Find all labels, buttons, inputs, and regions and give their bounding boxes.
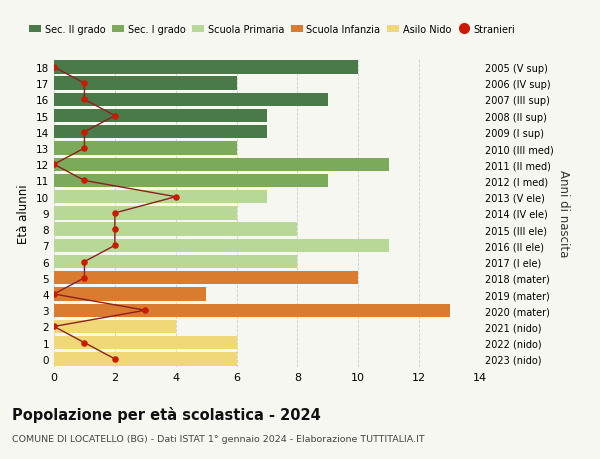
Point bbox=[80, 177, 89, 185]
Bar bbox=[54, 207, 236, 220]
Bar bbox=[54, 288, 206, 301]
Point bbox=[110, 226, 119, 233]
Point bbox=[80, 339, 89, 347]
Point bbox=[140, 307, 150, 314]
Bar bbox=[54, 255, 298, 269]
Bar bbox=[54, 174, 328, 188]
Point bbox=[80, 258, 89, 266]
Point bbox=[110, 112, 119, 120]
Bar bbox=[54, 61, 358, 74]
Bar bbox=[54, 223, 298, 236]
Point bbox=[49, 161, 59, 168]
Point bbox=[110, 210, 119, 217]
Bar bbox=[54, 158, 389, 172]
Text: COMUNE DI LOCATELLO (BG) - Dati ISTAT 1° gennaio 2024 - Elaborazione TUTTITALIA.: COMUNE DI LOCATELLO (BG) - Dati ISTAT 1°… bbox=[12, 434, 425, 443]
Bar bbox=[54, 142, 236, 155]
Bar bbox=[54, 353, 236, 366]
Text: Popolazione per età scolastica - 2024: Popolazione per età scolastica - 2024 bbox=[12, 406, 321, 422]
Bar bbox=[54, 126, 267, 139]
Point bbox=[80, 129, 89, 136]
Point bbox=[110, 242, 119, 250]
Point bbox=[80, 145, 89, 152]
Bar bbox=[54, 304, 449, 317]
Point bbox=[110, 355, 119, 363]
Bar bbox=[54, 94, 328, 107]
Point bbox=[80, 96, 89, 104]
Point bbox=[49, 291, 59, 298]
Y-axis label: Età alunni: Età alunni bbox=[17, 184, 31, 243]
Bar bbox=[54, 336, 236, 350]
Bar bbox=[54, 239, 389, 252]
Bar bbox=[54, 110, 267, 123]
Bar bbox=[54, 77, 236, 90]
Point bbox=[80, 274, 89, 282]
Point bbox=[171, 194, 181, 201]
Legend: Sec. II grado, Sec. I grado, Scuola Primaria, Scuola Infanzia, Asilo Nido, Stran: Sec. II grado, Sec. I grado, Scuola Prim… bbox=[29, 24, 515, 34]
Bar bbox=[54, 320, 176, 333]
Y-axis label: Anni di nascita: Anni di nascita bbox=[557, 170, 570, 257]
Point bbox=[49, 323, 59, 330]
Bar bbox=[54, 190, 267, 204]
Bar bbox=[54, 272, 358, 285]
Point bbox=[49, 64, 59, 72]
Point bbox=[80, 80, 89, 88]
